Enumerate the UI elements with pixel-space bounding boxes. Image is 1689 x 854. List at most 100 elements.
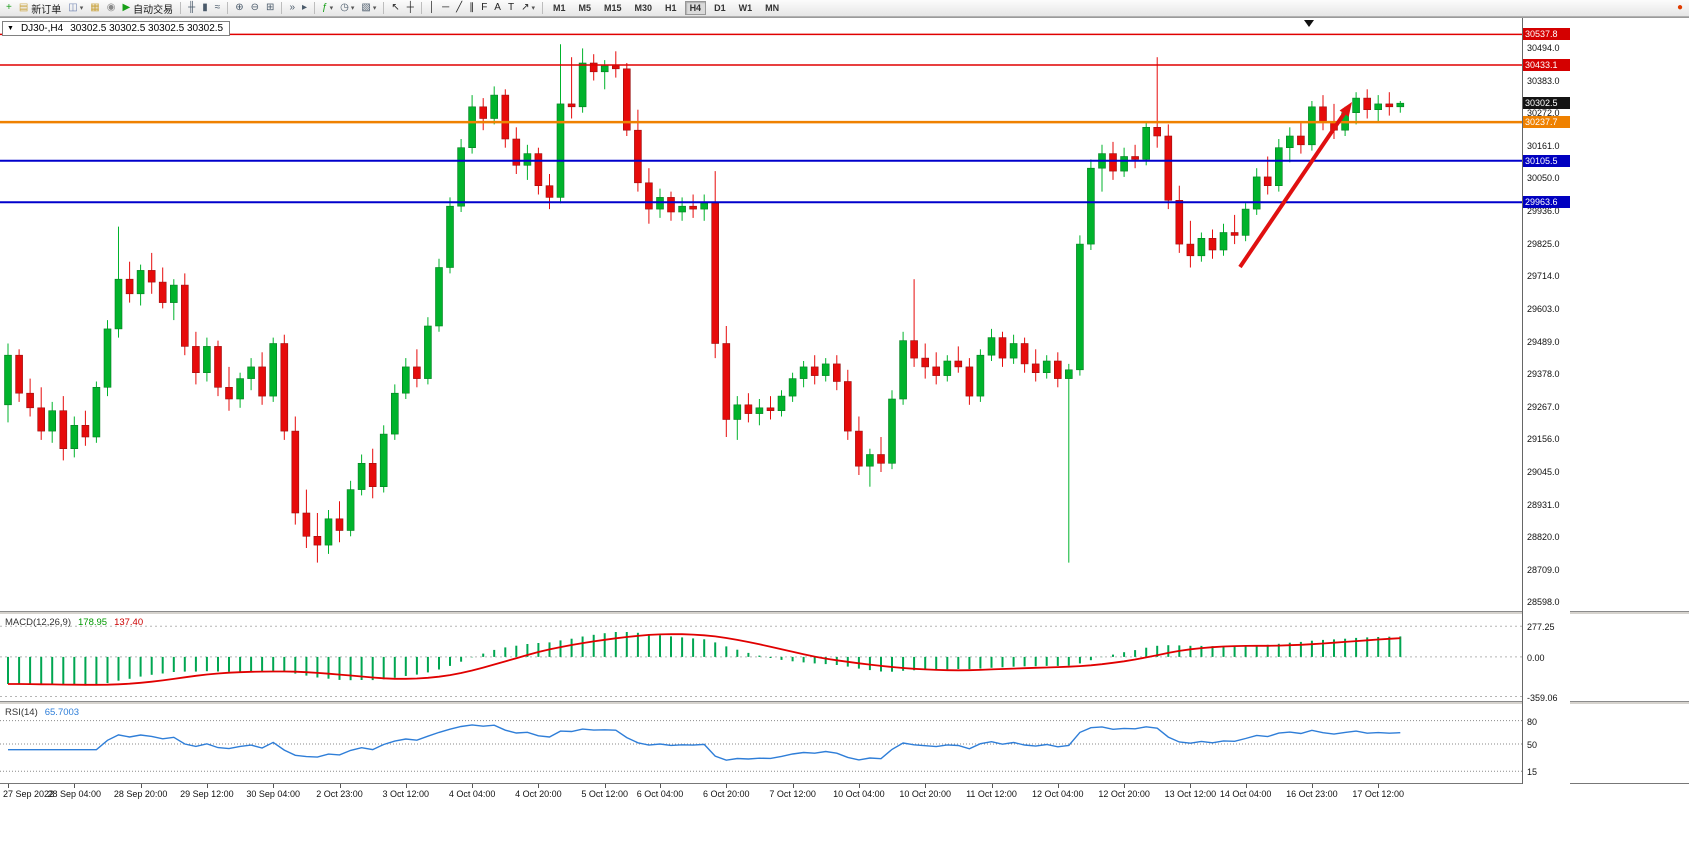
dropdown-caret-icon: ▾ xyxy=(372,5,377,12)
macd-signal-line xyxy=(8,633,1401,686)
time-axis-label: 11 Oct 12:00 xyxy=(966,789,1017,799)
toolbar-separator xyxy=(180,2,182,14)
horizontal-line-icon: ─ xyxy=(442,2,450,13)
time-axis[interactable]: 27 Sep 2022 28 Sep 04:00 28 Sep 20:00 29 Se… xyxy=(0,783,1689,802)
notification-icon[interactable]: ● xyxy=(1674,1,1686,16)
chart-shift-icon[interactable]: ▸ xyxy=(299,1,310,16)
vertical-line-icon[interactable]: │ xyxy=(426,1,438,16)
trend-arrow-head[interactable] xyxy=(1339,102,1352,117)
label-icon[interactable]: T xyxy=(505,1,517,16)
macd-title: MACD(12,26,9) xyxy=(5,617,71,628)
alerts-icon[interactable]: ◉ xyxy=(104,1,119,16)
indicators-icon: ƒ xyxy=(322,2,328,13)
zoom-out-icon[interactable]: ⊖ xyxy=(248,1,262,16)
price-axis-label: 29489.0 xyxy=(1527,336,1560,347)
panel-separator[interactable] xyxy=(0,701,1689,705)
periods-icon[interactable]: ◷ ▾ xyxy=(337,1,357,16)
text-icon[interactable]: A xyxy=(491,1,504,16)
time-axis-tick xyxy=(1245,784,1247,788)
horizontal-line-icon[interactable]: ─ xyxy=(439,1,452,16)
line-chart-icon[interactable]: ≈ xyxy=(212,1,224,16)
macd-panel[interactable] xyxy=(0,615,1522,701)
chart-window[interactable]: ▼ DJ30-,H4 30302.5 30302.5 30302.5 30302… xyxy=(0,17,1689,854)
panel-separator[interactable] xyxy=(0,611,1689,615)
channel-icon[interactable]: ∥ xyxy=(466,1,477,16)
rsi-axis-label: 80 xyxy=(1527,716,1538,727)
price-axis[interactable]: 30494.0 30383.0 30272.0 30161.0 30050.0 29936… xyxy=(1522,18,1570,784)
time-axis-tick xyxy=(140,784,142,788)
candles-series xyxy=(4,44,1405,563)
time-axis-label: 29 Sep 12:00 xyxy=(180,789,234,799)
arrows-icon[interactable]: ↗ ▾ xyxy=(518,1,538,16)
price-axis-label: 28598.0 xyxy=(1527,597,1560,608)
timeframe-button-h1[interactable]: H1 xyxy=(665,3,677,13)
new-order-button-label: 新订单 xyxy=(31,4,62,16)
toolbar-separator xyxy=(314,2,316,14)
rsi-label: RSI(14) 65.7003 xyxy=(5,707,79,718)
profiles-icon[interactable]: ◫ ▾ xyxy=(65,1,86,16)
autotrading-button[interactable]: ▶ 自动交易 xyxy=(119,1,176,16)
zoom-in-icon: ⊕ xyxy=(235,2,244,13)
price-axis-label: 30050.0 xyxy=(1527,172,1560,183)
time-axis-tick xyxy=(1057,784,1059,788)
timeframe-button-h4[interactable]: H4 xyxy=(684,1,707,15)
alerts-icon: ◉ xyxy=(106,2,116,13)
timeframe-button-w1[interactable]: W1 xyxy=(738,3,753,13)
timeframe-button-m15[interactable]: M15 xyxy=(604,3,622,13)
new-order-button[interactable]: ▤ 新订单 xyxy=(16,1,64,16)
rsi-value: 65.7003 xyxy=(44,707,80,718)
price-axis-label: 29825.0 xyxy=(1527,238,1560,249)
price-axis-label: 28820.0 xyxy=(1527,532,1560,543)
toolbar-separator xyxy=(227,2,229,14)
timeframe-button-m1[interactable]: M1 xyxy=(552,3,566,13)
zoom-out-icon: ⊖ xyxy=(250,2,260,13)
time-axis-label: 4 Oct 20:00 xyxy=(515,789,562,799)
indicators-icon[interactable]: ƒ ▾ xyxy=(319,1,336,16)
timeframe-button-m30[interactable]: M30 xyxy=(634,3,653,13)
bar-chart-icon[interactable]: ╫ xyxy=(185,1,198,16)
price-axis-label: 30383.0 xyxy=(1527,75,1560,86)
price-axis-label: 29045.0 xyxy=(1527,466,1560,477)
new-chart-icon[interactable]: + xyxy=(3,1,15,16)
cursor-icon[interactable]: ↖ xyxy=(388,1,402,16)
candlestick-chart-icon: ▮ xyxy=(202,2,208,13)
tile-windows-icon[interactable]: ⊞ xyxy=(263,1,277,16)
rsi-panel[interactable] xyxy=(0,705,1522,783)
time-axis-tick xyxy=(405,784,407,788)
fibonacci-icon[interactable]: F xyxy=(478,1,490,16)
trend-arrow[interactable] xyxy=(1238,112,1346,269)
time-axis-tick xyxy=(74,784,76,788)
charts-grid-icon[interactable]: ▦ xyxy=(87,1,102,16)
auto-scroll-icon[interactable]: » xyxy=(286,1,298,16)
time-axis-label: 6 Oct 04:00 xyxy=(636,789,684,799)
time-axis-tick xyxy=(660,784,661,788)
trendline-icon[interactable]: ╱ xyxy=(453,1,465,16)
toolbar: + ▤ 新订单 ◫ ▾ ▦ ◉ ▶ 自动交易 ╫ ▮ ≈ ⊕ ⊖ ⊞» ▸ ƒ ▾ ◷ ▾ ▧ ▾ ↖ ┼ │ ─ ╱ ∥ F A T ↗ ▾ M… xyxy=(0,0,1689,17)
candlestick-chart-icon[interactable]: ▮ xyxy=(199,1,211,16)
new-chart-icon: + xyxy=(6,2,12,13)
crosshair-icon[interactable]: ┼ xyxy=(404,1,417,16)
tile-windows-icon: ⊞ xyxy=(266,2,275,13)
chart-dropdown-icon[interactable]: ▼ xyxy=(7,25,14,32)
time-axis-tick xyxy=(726,784,728,788)
timeframe-button-m5[interactable]: M5 xyxy=(578,3,592,13)
price-tag: 30433.1 xyxy=(1523,59,1570,71)
price-axis-label: 30272.0 xyxy=(1527,108,1560,119)
time-axis-tick xyxy=(1311,784,1313,788)
time-axis-label: 28 Sep 04:00 xyxy=(47,789,102,799)
zoom-in-icon[interactable]: ⊕ xyxy=(232,1,246,16)
macd-signal-value: 137.40 xyxy=(114,617,144,628)
autotrading-button: ▶ xyxy=(122,2,131,13)
templates-icon[interactable]: ▧ ▾ xyxy=(358,1,379,16)
bar-chart-icon: ╫ xyxy=(188,2,196,13)
new-order-button: ▤ xyxy=(18,2,29,13)
main-chart-plot[interactable] xyxy=(0,18,1522,611)
time-axis-tick xyxy=(8,784,9,788)
time-axis-tick xyxy=(604,784,606,788)
timeframe-button-mn[interactable]: MN xyxy=(765,3,780,13)
chart-shift-marker[interactable] xyxy=(1304,20,1314,27)
chart-symbol-timeframe: DJ30-,H4 xyxy=(20,23,64,34)
timeframe-button-d1[interactable]: D1 xyxy=(714,3,726,13)
time-axis-label: 17 Oct 12:00 xyxy=(1352,789,1404,799)
time-axis-label: 27 Sep 2022 xyxy=(3,789,55,799)
